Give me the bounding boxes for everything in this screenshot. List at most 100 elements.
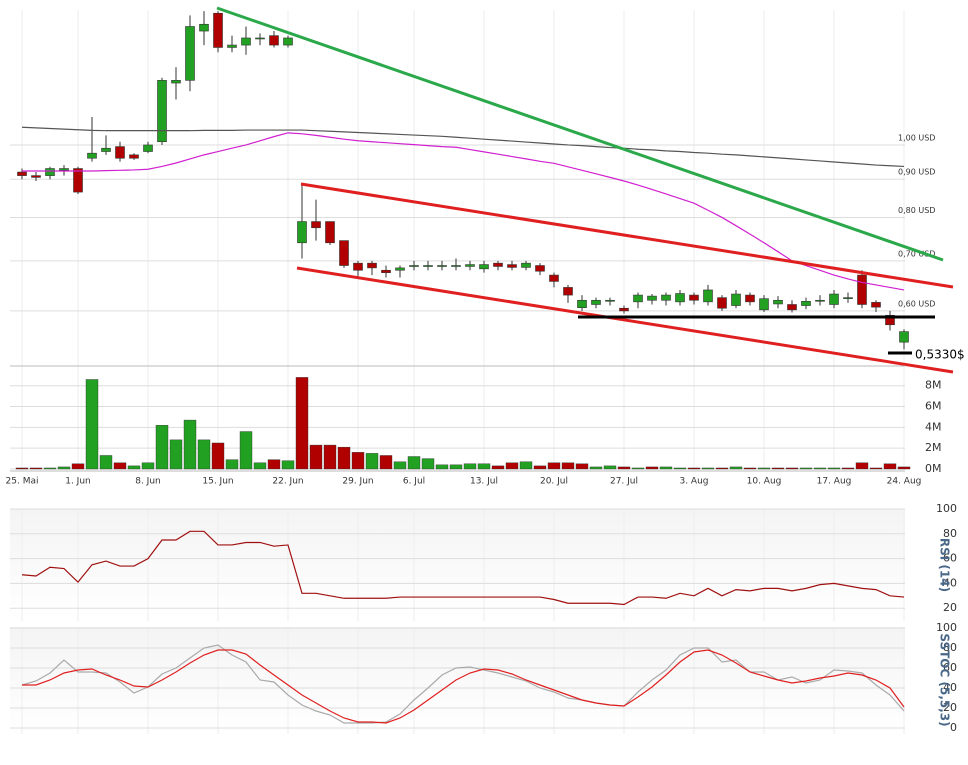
y-tick-label: 1,00 USD xyxy=(898,133,935,142)
volume-bar xyxy=(897,466,911,470)
y-tick-label: 40 xyxy=(943,681,957,694)
volume-bar xyxy=(337,446,351,470)
volume-bar xyxy=(463,463,477,470)
volume-bar xyxy=(99,455,113,470)
volume-bar xyxy=(631,467,645,470)
x-tick-label: 24. Aug xyxy=(887,477,922,487)
last-price-label: 0,5330$ xyxy=(915,348,965,362)
volume-bar xyxy=(743,467,757,470)
volume-bar xyxy=(729,466,743,470)
x-tick-label: 10. Aug xyxy=(747,477,782,487)
candle-body xyxy=(507,264,517,268)
volume-bar xyxy=(771,467,785,470)
volume-bar xyxy=(323,444,337,470)
volume-bar xyxy=(15,467,29,470)
volume-bar xyxy=(799,467,813,470)
volume-bar xyxy=(197,439,211,470)
volume-bar xyxy=(85,379,99,470)
indicator-line xyxy=(21,644,905,724)
candle-body xyxy=(381,269,391,273)
trend-line xyxy=(216,6,944,262)
candle-body xyxy=(661,294,671,301)
y-tick-label: 2M xyxy=(925,441,942,454)
volume-bar xyxy=(687,467,701,470)
candle-body xyxy=(745,294,755,303)
volume-bar xyxy=(561,462,575,470)
candle-body xyxy=(843,297,853,299)
y-tick-label: 0,70 USD xyxy=(898,249,935,258)
candle-body xyxy=(241,37,251,46)
candle-body xyxy=(115,146,125,159)
candle-body xyxy=(17,171,27,176)
volume-bar xyxy=(701,467,715,470)
volume-bar xyxy=(113,462,127,470)
candle-body xyxy=(815,299,825,302)
volume-bar xyxy=(477,463,491,470)
volume-bar xyxy=(673,467,687,470)
volume-bar xyxy=(533,465,547,470)
y-tick-label: 100 xyxy=(936,621,957,634)
candle-body xyxy=(409,265,419,267)
volume-bar xyxy=(71,463,85,470)
panel-title: SSTOC (5,5,3) xyxy=(938,633,952,726)
volume-bar xyxy=(589,466,603,470)
candle-body xyxy=(101,147,111,152)
y-tick-label: 20 xyxy=(943,701,957,714)
candle-body xyxy=(129,154,139,159)
candle-body xyxy=(493,262,503,267)
candle-body xyxy=(563,287,573,296)
candle-body xyxy=(185,26,195,81)
volume-bar xyxy=(267,459,281,470)
candle-body xyxy=(857,274,867,305)
candle-body xyxy=(395,267,405,271)
x-tick-label: 17. Aug xyxy=(817,477,852,487)
candle-body xyxy=(143,144,153,152)
candle-body xyxy=(773,299,783,305)
candle-body xyxy=(675,293,685,303)
volume-bar xyxy=(519,461,533,470)
candle-body xyxy=(801,301,811,306)
volume-bar xyxy=(351,452,365,470)
volume-bar xyxy=(491,465,505,470)
volume-bar xyxy=(505,462,519,470)
volume-bar xyxy=(757,467,771,470)
candle-body xyxy=(451,265,461,267)
candle-body xyxy=(619,307,629,312)
candle-body xyxy=(633,294,643,303)
candle-body xyxy=(59,168,69,171)
x-tick-label: 3. Aug xyxy=(679,477,708,487)
candle-body xyxy=(871,302,881,308)
plot-layer: 25. Mai 1. Jun 8. Jun 15. Jun 22. Jun 29. Jun… xyxy=(6,10,957,734)
candle-body xyxy=(605,299,615,302)
volume-bar xyxy=(141,462,155,470)
candle-body xyxy=(283,37,293,46)
volume-bar xyxy=(155,425,169,470)
volume-bar xyxy=(603,465,617,470)
volume-bar xyxy=(435,464,449,470)
candle-body xyxy=(731,293,741,306)
candle-body xyxy=(87,152,97,159)
candle-body xyxy=(549,274,559,282)
y-tick-label: 0,90 USD xyxy=(898,168,935,177)
y-tick-label: 4M xyxy=(925,420,942,433)
volume-bar xyxy=(379,455,393,470)
y-tick-label: 0,60 USD xyxy=(898,299,935,308)
x-tick-label: 13. Jul xyxy=(470,477,498,487)
candle-body xyxy=(437,265,447,267)
candle-body xyxy=(73,168,83,193)
candle-body xyxy=(297,221,307,244)
candle-body xyxy=(353,262,363,271)
candle-body xyxy=(703,289,713,303)
candle-body xyxy=(647,295,657,301)
volume-bar xyxy=(617,466,631,470)
volume-bar xyxy=(127,465,141,470)
volume-bar xyxy=(253,462,267,470)
indicator-line xyxy=(21,126,905,168)
candle-body xyxy=(339,240,349,266)
y-tick-label: 0 xyxy=(950,721,957,734)
volume-bar xyxy=(211,442,225,470)
y-tick-label: 8M xyxy=(925,379,942,392)
candle-body xyxy=(157,80,167,143)
candle-body xyxy=(311,221,321,229)
x-tick-label: 1. Jun xyxy=(65,477,91,487)
